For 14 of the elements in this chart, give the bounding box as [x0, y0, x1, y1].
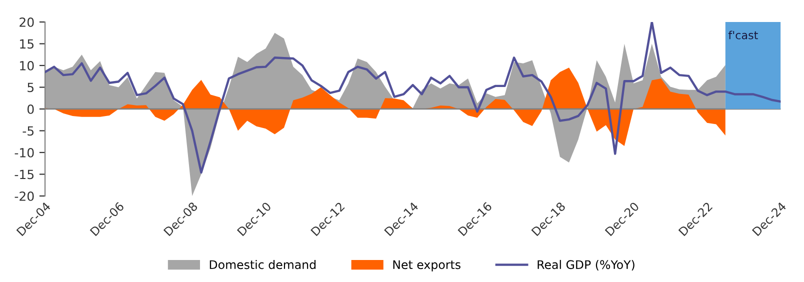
y-tick-label: -20	[14, 191, 34, 201]
y-tick-label: -5	[22, 126, 34, 136]
y-tick-label: 20	[20, 17, 34, 27]
y-tick-label: -15	[14, 170, 34, 180]
line-series	[45, 22, 781, 174]
y-tick-label: 5	[28, 82, 34, 92]
y-tick-label: -10	[14, 148, 34, 158]
legend-label: Net exports	[393, 260, 460, 272]
legend-label: Domestic demand	[210, 260, 316, 270]
legend-label: Real GDP (%YoY)	[538, 260, 634, 270]
y-tick-label: 15	[20, 39, 34, 49]
band-label: f'cast	[728, 30, 758, 40]
y-tick-label: 10	[20, 60, 34, 70]
y-tick-label: 0	[27, 104, 34, 114]
